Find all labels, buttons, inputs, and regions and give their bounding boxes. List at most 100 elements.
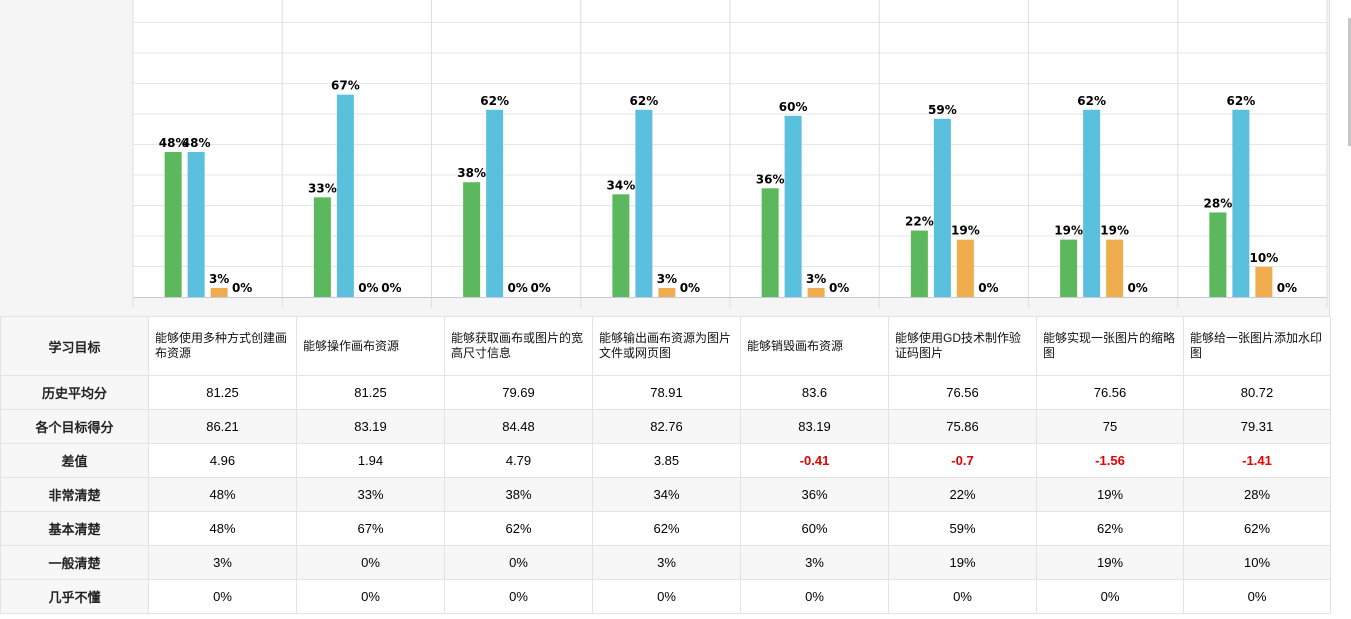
table-cell: 3%	[592, 545, 741, 580]
data-label: 38%	[457, 166, 486, 180]
data-label: 62%	[1077, 94, 1106, 108]
chart-panel: 48% 48% 3% 0% 33% 67% 0% 0% 38% 62% 0% 0% 34% 62% 3% 0%…	[132, 0, 1330, 316]
row-header: 学习目标	[0, 316, 149, 376]
bar[interactable]	[336, 94, 354, 297]
data-label: 0%	[829, 281, 849, 295]
data-label: 36%	[756, 172, 785, 186]
table-cell: 1.94	[296, 443, 445, 478]
table-cell: 82.76	[592, 409, 741, 444]
table-cell: 62%	[444, 511, 593, 546]
objective-name: 能够给一张图片添加水印图	[1183, 316, 1331, 376]
data-label: 33%	[308, 181, 337, 195]
bar[interactable]	[1106, 239, 1124, 297]
table-cell: 62%	[1183, 511, 1331, 546]
table-cell: 19%	[888, 545, 1037, 580]
data-label: 3%	[806, 272, 826, 286]
data-label: 19%	[1054, 224, 1083, 238]
bar[interactable]	[910, 230, 928, 297]
bar[interactable]	[1209, 212, 1227, 297]
bar[interactable]	[210, 287, 228, 297]
table-cell: -0.7	[888, 443, 1037, 478]
table-cell: 0%	[148, 579, 297, 614]
bar[interactable]	[956, 239, 974, 297]
table-row: 各个目标得分 86.21 83.19 84.48 82.76 83.19 75.86 75 79…	[0, 409, 1331, 444]
table-cell: 28%	[1183, 477, 1331, 512]
scrollbar[interactable]	[1348, 18, 1351, 146]
row-header: 基本清楚	[0, 511, 149, 546]
data-label: 0%	[978, 281, 998, 295]
data-label: 3%	[657, 272, 677, 286]
bar[interactable]	[761, 188, 779, 297]
objective-name: 能够操作画布资源	[296, 316, 445, 376]
data-label: 67%	[331, 79, 360, 93]
bar[interactable]	[635, 109, 653, 297]
table-cell: 86.21	[148, 409, 297, 444]
bar[interactable]	[807, 287, 825, 297]
bar[interactable]	[1232, 109, 1250, 297]
bar[interactable]	[612, 194, 630, 297]
row-header: 非常清楚	[0, 477, 149, 512]
row-header: 各个目标得分	[0, 409, 149, 444]
table-cell: 60%	[740, 511, 889, 546]
table-row: 基本清楚 48% 67% 62% 62% 60% 59% 62% 62%	[0, 511, 1331, 546]
bar[interactable]	[486, 109, 504, 297]
row-header: 历史平均分	[0, 375, 149, 410]
table-cell: 67%	[296, 511, 445, 546]
bar[interactable]	[784, 115, 802, 297]
table-cell: 76.56	[888, 375, 1037, 410]
table-cell: 0%	[740, 579, 889, 614]
data-label: 28%	[1204, 196, 1233, 210]
table-cell: 33%	[296, 477, 445, 512]
bar[interactable]	[933, 118, 951, 297]
table-cell: 0%	[1036, 579, 1184, 614]
row-header: 差值	[0, 443, 149, 478]
table-cell: 48%	[148, 511, 297, 546]
data-label: 0%	[530, 281, 550, 295]
objective-name: 能够获取画布或图片的宽高尺寸信息	[444, 316, 593, 376]
table-row: 非常清楚 48% 33% 38% 34% 36% 22% 19% 28%	[0, 477, 1331, 512]
data-label: 0%	[232, 281, 252, 295]
table-cell: 0%	[296, 579, 445, 614]
table-cell: 19%	[1036, 477, 1184, 512]
data-label: 0%	[358, 281, 378, 295]
data-label: 62%	[480, 94, 509, 108]
bar[interactable]	[1060, 239, 1078, 297]
table-cell: 83.19	[296, 409, 445, 444]
data-label: 10%	[1250, 251, 1279, 265]
data-label: 0%	[1277, 281, 1297, 295]
table-cell: 3%	[148, 545, 297, 580]
row-header: 一般清楚	[0, 545, 149, 580]
objective-name: 能够使用多种方式创建画布资源	[148, 316, 297, 376]
objective-name: 能够销毁画布资源	[740, 316, 889, 376]
data-label: 34%	[607, 178, 636, 192]
table-cell: 75	[1036, 409, 1184, 444]
table-cell: 0%	[444, 579, 593, 614]
data-label: 48%	[182, 136, 211, 150]
bar[interactable]	[463, 182, 481, 297]
table-cell: 19%	[1036, 545, 1184, 580]
table-cell: 59%	[888, 511, 1037, 546]
objective-name: 能够输出画布资源为图片文件或网页图	[592, 316, 741, 376]
table-cell: 0%	[296, 545, 445, 580]
table-cell: 78.91	[592, 375, 741, 410]
table-cell: 79.31	[1183, 409, 1331, 444]
bar[interactable]	[164, 152, 182, 297]
bar[interactable]	[313, 197, 331, 297]
table-row: 几乎不懂 0% 0% 0% 0% 0% 0% 0% 0%	[0, 579, 1331, 614]
table-cell: 0%	[1183, 579, 1331, 614]
data-label: 3%	[209, 272, 229, 286]
bar[interactable]	[1083, 109, 1101, 297]
table-cell: 22%	[888, 477, 1037, 512]
table-cell: 4.96	[148, 443, 297, 478]
bar[interactable]	[1255, 266, 1273, 297]
bar[interactable]	[658, 287, 676, 297]
data-label: 19%	[951, 224, 980, 238]
table-cell: 3%	[740, 545, 889, 580]
bar[interactable]	[187, 152, 205, 297]
table-cell: 83.19	[740, 409, 889, 444]
table-cell: 76.56	[1036, 375, 1184, 410]
table-cell: 4.79	[444, 443, 593, 478]
data-label: 22%	[905, 215, 934, 229]
table-cell: 48%	[148, 477, 297, 512]
table-cell: 81.25	[148, 375, 297, 410]
